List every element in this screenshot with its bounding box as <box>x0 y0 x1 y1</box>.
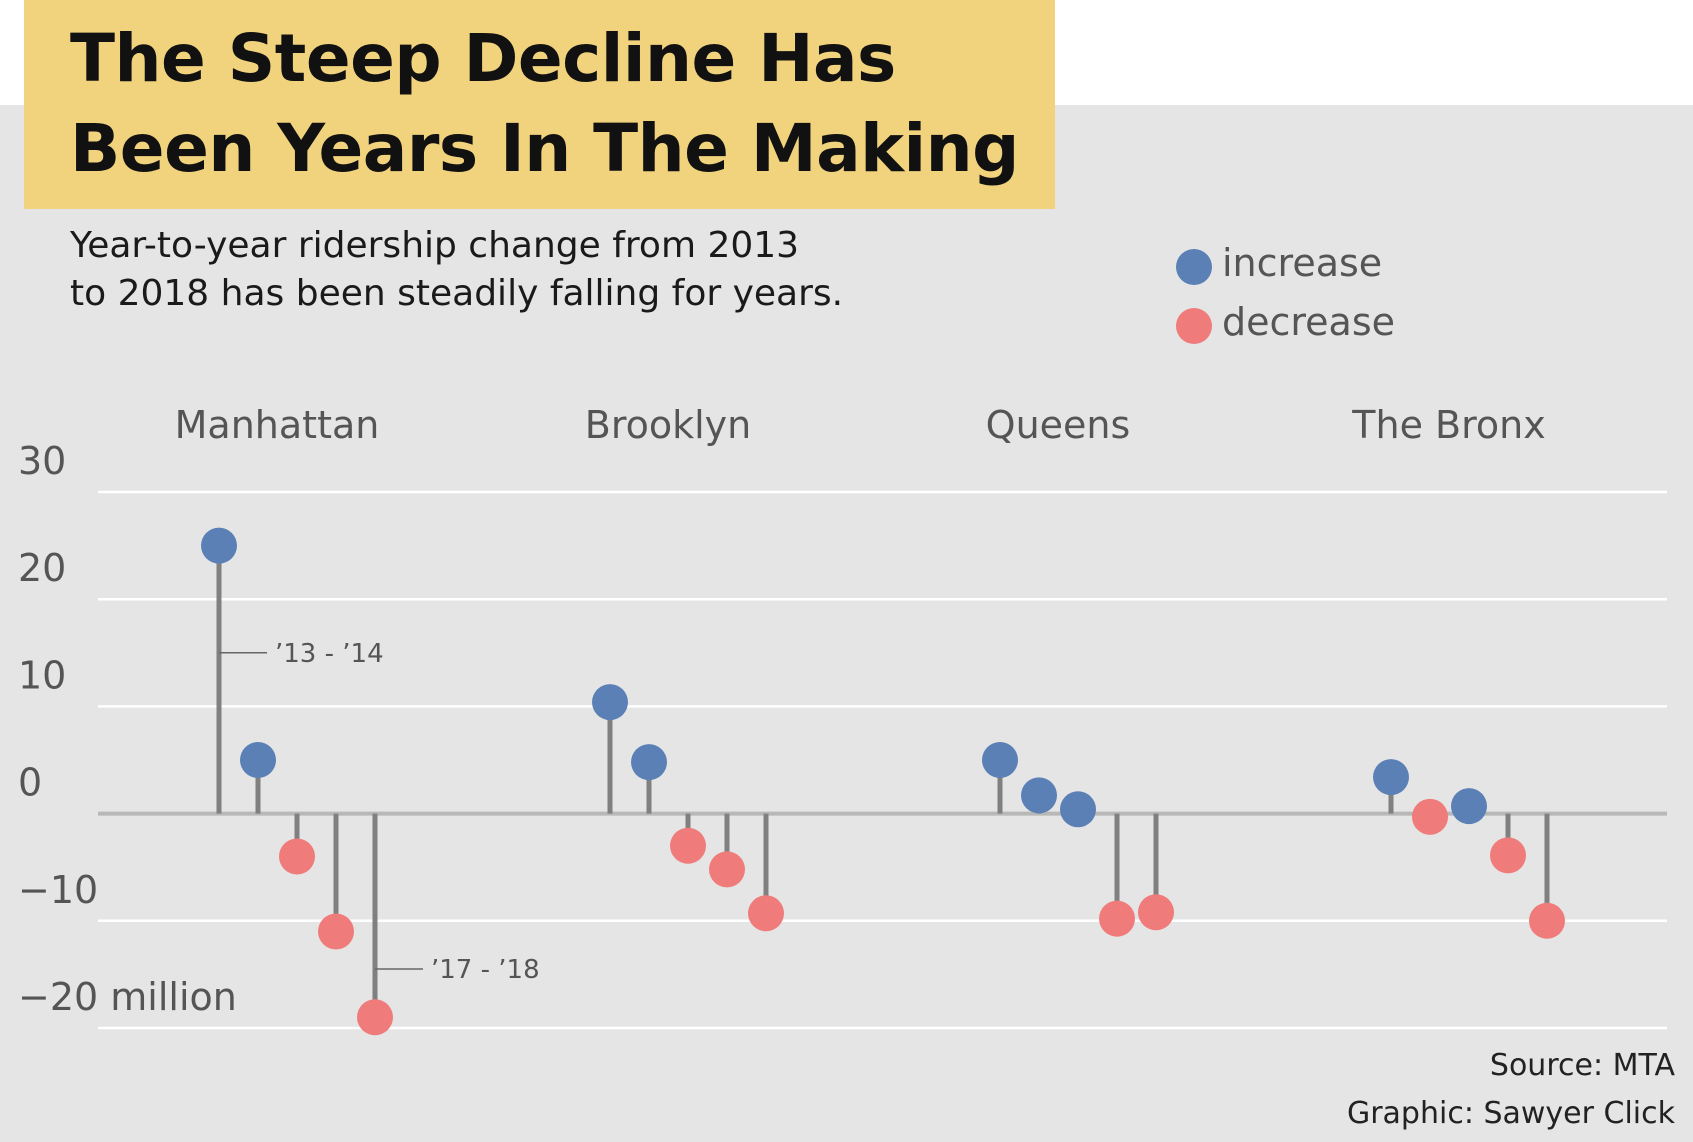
borough-label: Brooklyn <box>585 403 752 447</box>
data-point <box>357 999 393 1036</box>
borough-label: The Bronx <box>1351 403 1545 447</box>
legend-label-decrease: decrease <box>1222 300 1396 344</box>
data-point <box>1373 759 1409 796</box>
data-point <box>240 742 276 778</box>
data-point <box>1529 902 1565 939</box>
data-point <box>670 827 706 864</box>
page-title: The Steep Decline Has Been Years In The … <box>70 20 1019 187</box>
data-point <box>1451 788 1487 825</box>
title-box: The Steep Decline Has Been Years In The … <box>24 0 1055 209</box>
y-tick-label: 0 <box>18 761 42 805</box>
data-point <box>279 838 315 875</box>
data-point <box>709 851 745 888</box>
data-point <box>201 527 237 564</box>
data-point <box>631 744 667 781</box>
subtitle: Year-to-year ridership change from 2013 … <box>70 225 844 314</box>
borough-label: Manhattan <box>175 403 380 447</box>
y-tick-label: 20 <box>18 546 66 590</box>
legend-label-increase: increase <box>1222 241 1383 285</box>
data-point <box>1099 900 1135 937</box>
data-point <box>748 895 784 932</box>
chart-panel <box>0 105 1693 1142</box>
y-tick-label: −10 <box>18 868 98 912</box>
data-point <box>1412 798 1448 835</box>
source-note: Source: MTA <box>1489 1048 1675 1083</box>
y-tick-label: 30 <box>18 439 66 483</box>
graphic-credit: Graphic: Sawyer Click <box>1346 1096 1675 1131</box>
data-point <box>1490 837 1526 874</box>
borough-label: Queens <box>986 403 1131 447</box>
data-point <box>318 913 354 950</box>
data-point <box>1138 894 1174 931</box>
y-tick-label: −20 million <box>18 975 237 1019</box>
data-point <box>982 742 1018 778</box>
annotation-label: ’13 - ’14 <box>275 639 384 669</box>
y-tick-label: 10 <box>18 653 66 697</box>
data-point <box>1021 777 1057 814</box>
legend-swatch-increase <box>1176 249 1212 285</box>
annotation-label: ’17 - ’18 <box>431 955 540 985</box>
data-point <box>1060 791 1096 828</box>
data-point <box>592 684 628 721</box>
legend-swatch-decrease <box>1176 308 1212 344</box>
